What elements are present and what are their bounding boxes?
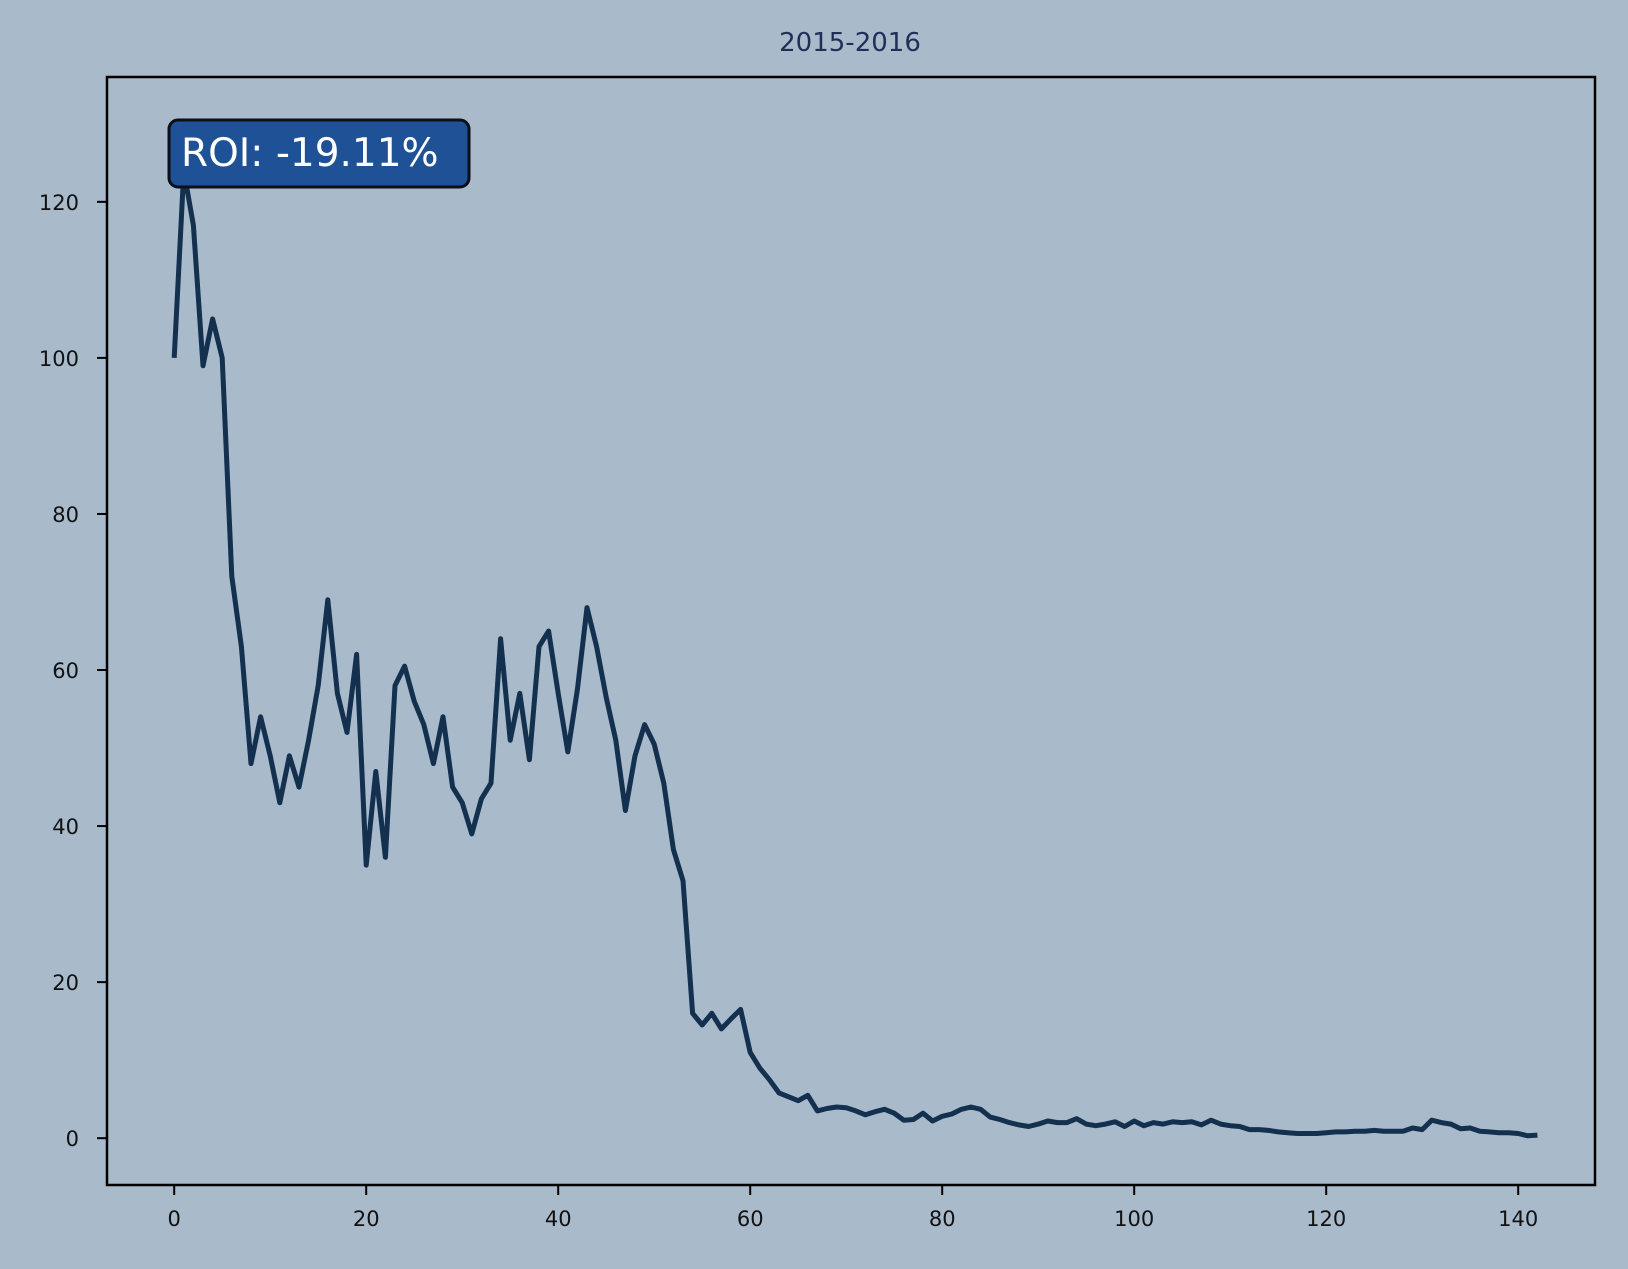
x-tick-label: 40 xyxy=(545,1207,572,1231)
x-tick-label: 140 xyxy=(1498,1207,1538,1231)
x-tick-label: 100 xyxy=(1114,1207,1154,1231)
y-tick-label: 40 xyxy=(52,815,79,839)
series-line xyxy=(171,168,1538,1139)
chart-title: 2015-2016 xyxy=(779,28,921,58)
x-tick-label: 80 xyxy=(929,1207,956,1231)
x-axis: 0 20 40 60 80 100 120 140 xyxy=(168,1185,1538,1231)
y-tick-label: 100 xyxy=(39,347,79,371)
x-tick-label: 20 xyxy=(353,1207,380,1231)
y-tick-label: 120 xyxy=(39,191,79,215)
roi-annotation: ROI: -19.11% xyxy=(167,118,471,189)
x-tick-label: 60 xyxy=(737,1207,764,1231)
roi-label: ROI: -19.11% xyxy=(181,131,439,176)
y-tick-label: 60 xyxy=(52,659,79,683)
y-tick-label: 0 xyxy=(66,1127,79,1151)
plot-frame xyxy=(105,75,1597,1187)
x-tick-label: 0 xyxy=(168,1207,181,1231)
y-tick-label: 20 xyxy=(52,971,79,995)
x-tick-label: 120 xyxy=(1306,1207,1346,1231)
roi-box xyxy=(167,118,471,189)
y-axis: 0 20 40 60 80 100 120 xyxy=(39,191,107,1151)
y-tick-label: 80 xyxy=(52,503,79,527)
